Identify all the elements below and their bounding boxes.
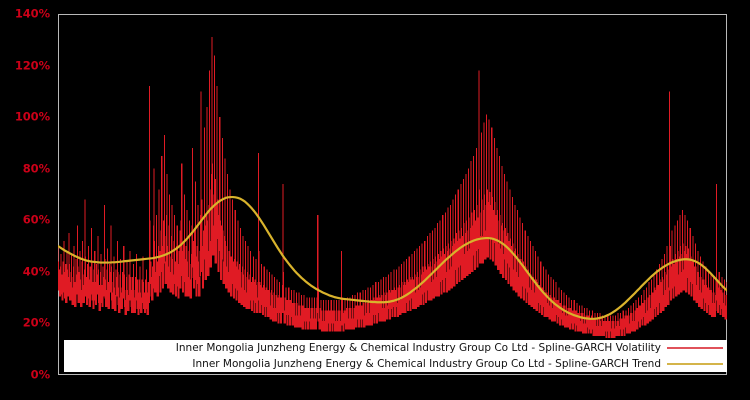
series-spline-garch-volatility xyxy=(58,37,727,338)
legend-swatch-volatility xyxy=(667,347,723,349)
chart-legend: Inner Mongolia Junzheng Energy & Chemica… xyxy=(64,340,727,372)
y-axis-tick-label: 100% xyxy=(14,109,50,124)
legend-label-volatility: Inner Mongolia Junzheng Energy & Chemica… xyxy=(175,341,661,354)
y-axis: 140% 120% 100% 80% 60% 40% 20% 0% xyxy=(0,0,58,400)
legend-label-trend: Inner Mongolia Junzheng Energy & Chemica… xyxy=(192,357,661,370)
y-axis-tick-label: 40% xyxy=(22,264,50,279)
y-axis-tick-label: 80% xyxy=(22,160,50,175)
legend-item-trend[interactable]: Inner Mongolia Junzheng Energy & Chemica… xyxy=(64,356,727,372)
chart-canvas xyxy=(58,37,727,338)
legend-item-volatility[interactable]: Inner Mongolia Junzheng Energy & Chemica… xyxy=(64,340,727,356)
y-axis-tick-label: 0% xyxy=(30,367,50,382)
y-axis-tick-label: 60% xyxy=(22,212,50,227)
volatility-spikes xyxy=(58,37,727,338)
y-axis-tick-label: 140% xyxy=(14,6,50,21)
legend-swatch-trend xyxy=(667,363,723,365)
y-axis-tick-label: 20% xyxy=(22,315,50,330)
trend-line xyxy=(58,195,727,320)
y-axis-tick-label: 120% xyxy=(14,57,50,72)
series-spline-garch-trend xyxy=(58,195,727,320)
